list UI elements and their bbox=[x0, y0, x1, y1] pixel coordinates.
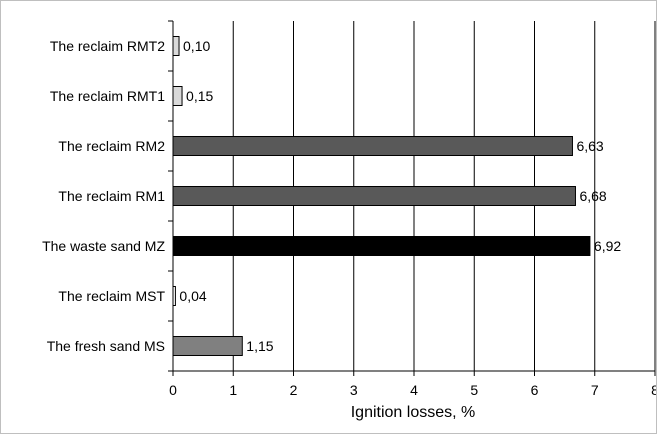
bar bbox=[172, 236, 591, 256]
x-tick-label: 5 bbox=[470, 382, 478, 398]
x-tick-label: 3 bbox=[350, 382, 358, 398]
x-tick-label: 7 bbox=[591, 382, 599, 398]
category-label: The reclaim MST bbox=[58, 288, 165, 304]
category-label: The reclaim RM1 bbox=[58, 188, 165, 204]
data-label: 0,04 bbox=[179, 288, 206, 304]
x-axis-title: Ignition losses, % bbox=[351, 404, 476, 421]
x-tick-label: 1 bbox=[229, 382, 237, 398]
bar bbox=[172, 336, 243, 356]
data-label: 0,15 bbox=[186, 88, 213, 104]
bar bbox=[172, 36, 180, 56]
category-label: The reclaim RM2 bbox=[58, 138, 165, 154]
category-label: The reclaim RMT1 bbox=[50, 88, 165, 104]
bars bbox=[172, 36, 591, 356]
data-label: 1,15 bbox=[246, 338, 273, 354]
data-label: 6,92 bbox=[594, 238, 621, 254]
data-label: 6,68 bbox=[579, 188, 606, 204]
x-tick-label: 8 bbox=[651, 382, 656, 398]
x-tick-label: 2 bbox=[290, 382, 298, 398]
bar bbox=[172, 186, 576, 206]
bar bbox=[172, 136, 573, 156]
bar bbox=[172, 86, 183, 106]
category-label: The waste sand MZ bbox=[42, 238, 165, 254]
data-label: 0,10 bbox=[183, 38, 210, 54]
x-tick-label: 4 bbox=[410, 382, 418, 398]
axes bbox=[168, 20, 656, 376]
category-label: The fresh sand MS bbox=[47, 338, 165, 354]
data-label: 6,63 bbox=[576, 138, 603, 154]
labels: 0 1 2 3 4 5 6 7 8 The reclaim RMT2 0,10 The reclaim… bbox=[42, 38, 656, 398]
x-tick-label: 0 bbox=[169, 382, 177, 398]
category-label: The reclaim RMT2 bbox=[50, 38, 165, 54]
x-tick-label: 6 bbox=[531, 382, 539, 398]
